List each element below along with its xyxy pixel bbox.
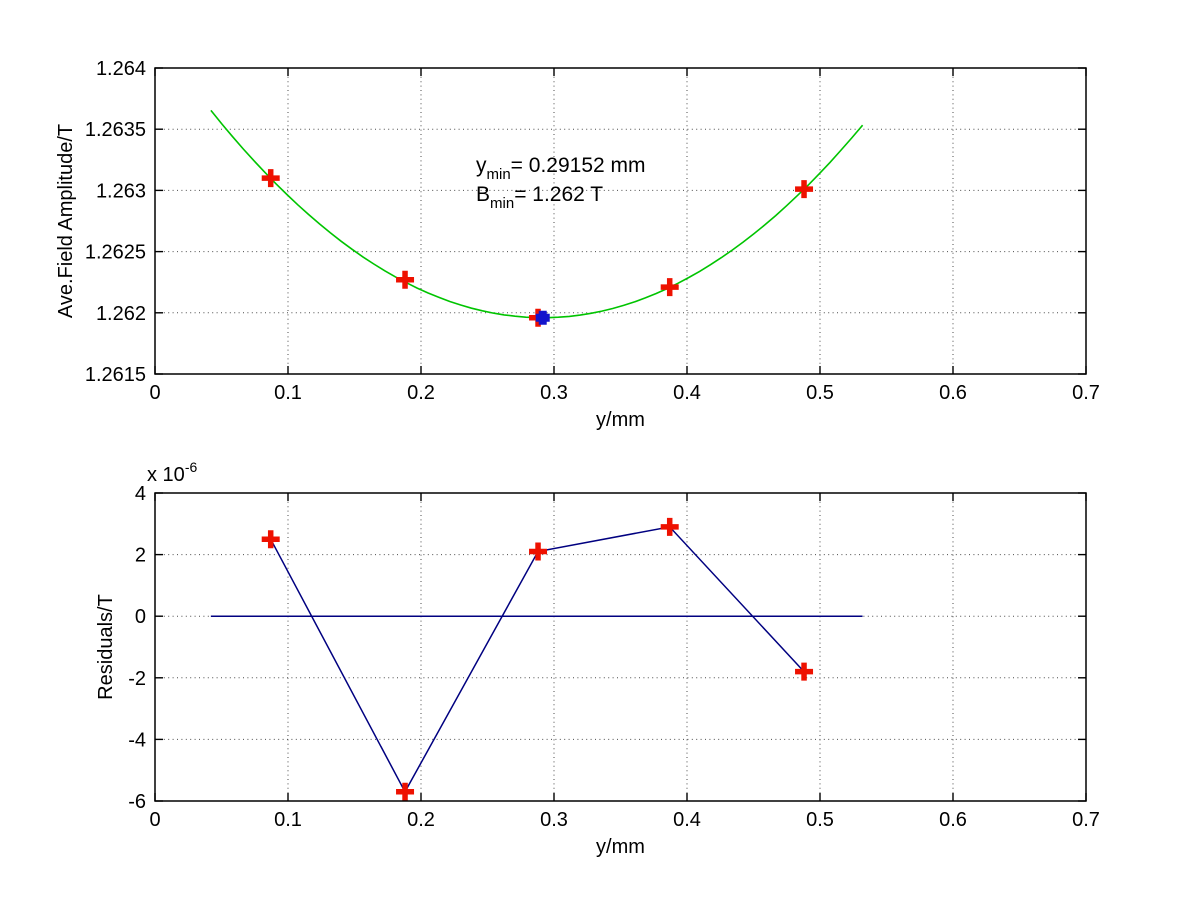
data-point-marker	[795, 662, 814, 681]
annotation-line-1: ymin= 0.29152 mm	[476, 154, 646, 183]
annotation-line-2: Bmin= 1.262 T	[476, 183, 603, 212]
y-tick-label: 0	[135, 606, 146, 628]
grid	[155, 493, 1086, 801]
data-point-marker	[396, 270, 415, 289]
x-tick-label: 0.1	[274, 809, 302, 831]
y-tick-label: 1.2625	[85, 242, 146, 264]
plot-area	[155, 493, 1086, 801]
axes-box	[154, 67, 1087, 375]
x-axis-label: y/mm	[596, 836, 645, 858]
minimum-marker	[535, 310, 550, 325]
data-point-marker	[261, 169, 280, 188]
x-tick-label: 0.7	[1072, 809, 1100, 831]
x-tick-label: 0.5	[806, 382, 834, 404]
data-point-marker	[261, 530, 280, 549]
residuals-plot: 0 0.1 0.2 0.3 0.4 0.5 0.6 0.7 -6 -4 -2 0 2 4 y/mm Resid…	[95, 459, 1100, 858]
x-tick-label: 0	[149, 382, 160, 404]
x-tick-label: 0.2	[407, 809, 435, 831]
data-point-marker	[795, 180, 814, 199]
x-tick-label: 0.6	[939, 809, 967, 831]
x-tick-label: 0	[149, 809, 160, 831]
x-tick-label: 0.3	[540, 382, 568, 404]
x-tick-label: 0.5	[806, 809, 834, 831]
y-tick-label: 1.2615	[85, 364, 146, 386]
y-tick-label: 4	[135, 483, 146, 505]
x-tick-label: 0.4	[673, 809, 701, 831]
plot-area	[155, 68, 1086, 374]
y-exponent-label: x 10-6	[147, 459, 197, 486]
x-tick-label: 0.1	[274, 382, 302, 404]
y-axis-label: Ave.Field Amplitude/T	[55, 124, 77, 318]
y-tick-label: -2	[128, 668, 146, 690]
y-tick-label: -4	[128, 729, 146, 751]
y-tick-label: 2	[135, 545, 146, 567]
data-point-marker	[660, 278, 679, 297]
tick-marks	[154, 67, 1087, 375]
x-tick-label: 0.6	[939, 382, 967, 404]
axes-box	[154, 492, 1087, 802]
data-point-marker	[396, 782, 415, 801]
x-tick-label: 0.7	[1072, 382, 1100, 404]
data-point-marker	[660, 517, 679, 536]
data-point-marker	[529, 542, 548, 561]
x-axis-label: y/mm	[596, 409, 645, 431]
y-tick-label: 1.263	[96, 180, 146, 202]
tick-marks	[154, 492, 1087, 802]
x-tick-label: 0.4	[673, 382, 701, 404]
x-tick-label: 0.2	[407, 382, 435, 404]
field-plot: 0 0.1 0.2 0.3 0.4 0.5 0.6 0.7 1.2615 1.262 1.2625 1…	[55, 58, 1100, 431]
y-tick-label: 1.262	[96, 303, 146, 325]
y-tick-label: 1.2635	[85, 119, 146, 141]
y-tick-label: -6	[128, 791, 146, 813]
y-tick-label: 1.264	[96, 58, 146, 80]
x-tick-label: 0.3	[540, 809, 568, 831]
y-axis-label: Residuals/T	[95, 594, 117, 700]
